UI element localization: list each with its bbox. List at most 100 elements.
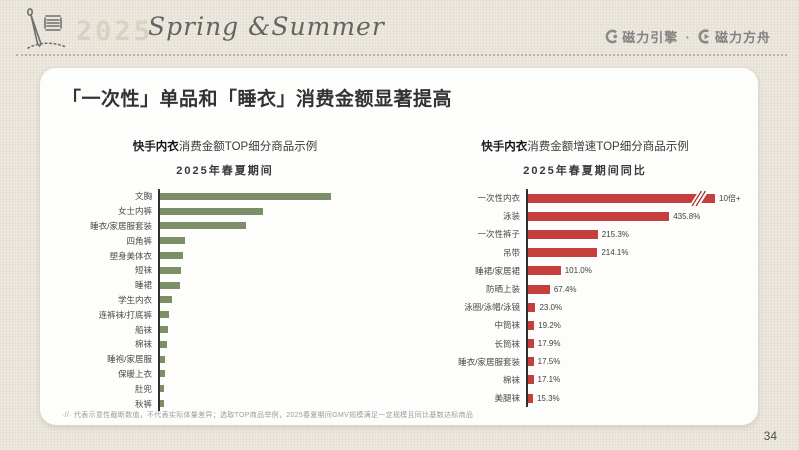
bar-row: 睡袍/家居服 <box>60 351 390 367</box>
bar-row: 秋裤 <box>60 396 390 411</box>
category-label: 睡衣/家居服套装 <box>90 220 152 231</box>
footnote: ·//· 代表示意性截断数值，不代表实际体量差异；选取TOP商品举例，2025春… <box>62 412 474 419</box>
value-label: 23.0% <box>539 302 563 312</box>
bar <box>528 284 550 294</box>
bar-cell: 214.1% <box>526 243 750 262</box>
bar <box>160 355 166 363</box>
category-label: 中筒袜 <box>494 320 520 331</box>
magnetic-engine-label: 磁力引擎 <box>622 30 679 45</box>
chart-consumption-top: 快手内衣消费金额TOP细分商品示例 2025年春夏期间 文胸 女士内裤 睡衣/家居服… <box>60 138 390 411</box>
bar-cell: 17.1% <box>526 370 750 390</box>
bar-cell: 10倍+ <box>526 189 750 208</box>
category-label: 塑身美体衣 <box>109 250 152 261</box>
bar-cell: 67.4% <box>526 279 750 299</box>
bar-row: 船袜 <box>60 322 390 337</box>
category-label: 短袜 <box>134 265 152 276</box>
bar-cell <box>158 248 390 263</box>
bar <box>160 311 169 319</box>
slide-title: 「一次性」单品和「睡衣」消费金额显著提高 <box>62 89 453 110</box>
bar <box>160 252 184 260</box>
category-label: 棉袜 <box>502 374 520 385</box>
category-label: 睡裙 <box>134 280 152 291</box>
bar <box>160 296 172 304</box>
category-label: 船袜 <box>134 324 152 335</box>
bar-row: 长筒袜 17.9% <box>420 334 750 353</box>
content-card: 「一次性」单品和「睡衣」消费金额显著提高 快手内衣消费金额TOP细分商品示例 2… <box>40 68 758 425</box>
bar-row: 睡衣/家居服套装 17.5% <box>420 352 750 371</box>
bar-row: 四角裤 <box>60 233 390 249</box>
category-label: 一次性裤子 <box>477 229 520 240</box>
bar-row: 睡衣/家居服套装 <box>60 218 390 234</box>
bar <box>528 375 534 385</box>
bar-cell <box>158 277 390 293</box>
magnetic-ark-label: 磁力方舟 <box>714 30 771 45</box>
magnetic-ark-logo: 磁力方舟 <box>697 27 771 46</box>
bar-row: 女士内裤 <box>60 203 390 219</box>
bar <box>160 192 331 200</box>
category-label: 连裤袜/打底裤 <box>98 309 152 320</box>
bar-cell <box>158 218 390 234</box>
category-label: 泳圈/泳帽/泳镜 <box>464 302 520 313</box>
bar-row: 学生内衣 <box>60 292 390 308</box>
header-logos: 磁力引擎 · 磁力方舟 <box>604 27 771 46</box>
bar-row: 棉袜 17.1% <box>420 370 750 390</box>
bar <box>528 190 715 206</box>
value-label: 435.8% <box>673 211 701 221</box>
chart-title-bold: 内衣 <box>155 141 179 153</box>
bar-row: 美腿袜 15.3% <box>420 389 750 408</box>
bar-row: 防晒上装 67.4% <box>420 279 750 299</box>
chart-title: 快手内衣消费金额TOP细分商品示例 <box>60 138 390 154</box>
value-label: 214.1% <box>601 248 629 258</box>
header-season-title: Spring &Summer <box>148 12 385 41</box>
bar-cell <box>158 262 390 278</box>
bar-row: 一次性内衣 10倍+ <box>420 189 750 208</box>
chart-growth-top: 快手内衣消费金额增速TOP细分商品示例 2025年春夏期间同比 一次性内衣 10倍… <box>420 138 750 408</box>
bar-cell <box>158 203 390 219</box>
category-label: 棉袜 <box>134 339 152 350</box>
bar-row: 短袜 <box>60 262 390 278</box>
header-dotted-rule <box>16 54 787 56</box>
bar-cell <box>158 366 390 382</box>
bar-row: 一次性裤子 215.3% <box>420 225 750 244</box>
category-label: 女士内裤 <box>117 206 152 217</box>
category-label: 睡袍/家居服 <box>107 354 152 365</box>
bar-row: 中筒袜 19.2% <box>420 316 750 335</box>
bar <box>160 266 181 274</box>
chart-title-prefix: 快手 <box>481 141 505 153</box>
value-label: 10倍+ <box>719 193 741 203</box>
bar-plot: 文胸女士内裤睡衣/家居服套装四角裤 塑身美体衣短袜睡裙 学生内衣 连裤袜/打底裤船袜棉… <box>60 189 390 411</box>
bar <box>160 237 185 245</box>
category-label: 泳装 <box>502 211 520 222</box>
header-year: 2025 <box>76 16 154 47</box>
bar-row: 吊带 214.1% <box>420 243 750 262</box>
bar <box>528 320 535 330</box>
chart-title-prefix: 快手 <box>132 141 156 153</box>
category-label: 长筒袜 <box>494 338 520 349</box>
bar <box>528 229 598 239</box>
bar <box>528 393 533 403</box>
bar-cell: 19.2% <box>526 316 750 335</box>
page-number: 34 <box>763 429 777 443</box>
bar-cell <box>158 233 390 249</box>
category-label: 文胸 <box>134 191 152 202</box>
bar-row: 泳圈/泳帽/泳镜 23.0% <box>420 298 750 317</box>
category-label: 秋裤 <box>134 398 152 409</box>
bar-row: 泳装 435.8% <box>420 207 750 226</box>
bar-cell <box>158 396 390 411</box>
bar-cell: 101.0% <box>526 261 750 280</box>
bar <box>160 385 165 393</box>
value-label: 15.3% <box>536 393 560 403</box>
chart-title-rest: 消费金额TOP细分商品示例 <box>178 141 318 153</box>
bar <box>528 302 536 312</box>
bar-row: 睡裙 <box>60 277 390 293</box>
bar-cell <box>158 292 390 308</box>
chart-title-bold: 内衣 <box>504 141 528 153</box>
category-label: 防晒上装 <box>485 284 520 295</box>
axis-break-icon <box>689 190 709 206</box>
category-label: 吊带 <box>502 247 520 258</box>
bar-cell <box>158 381 390 397</box>
chart-title-rest: 消费金额增速TOP细分商品示例 <box>527 141 689 153</box>
bar <box>160 326 169 334</box>
bar <box>160 222 246 230</box>
bar <box>528 339 534 349</box>
